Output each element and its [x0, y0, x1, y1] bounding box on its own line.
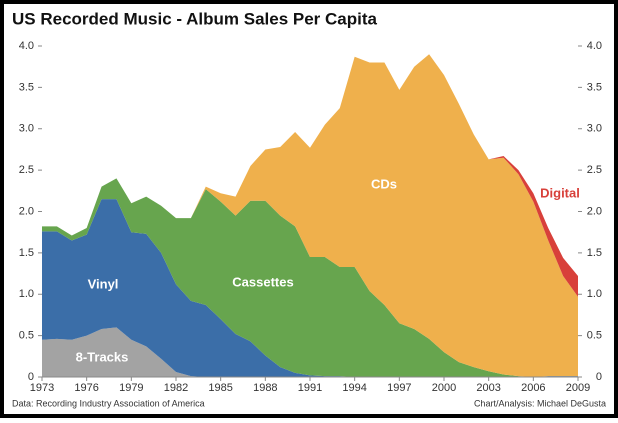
- y2-tick-label: 3.5: [587, 81, 602, 93]
- x-tick-label: 2006: [521, 382, 545, 394]
- y2-tick-label: 1.5: [587, 247, 602, 259]
- y-tick-label: 0: [28, 371, 34, 383]
- series-label: 8-Tracks: [76, 349, 129, 364]
- x-tick-label: 2000: [432, 382, 456, 394]
- y2-tick-label: 4.0: [587, 40, 602, 52]
- x-tick-label: 1979: [119, 382, 143, 394]
- x-tick-label: 2003: [476, 382, 500, 394]
- y2-tick-label: 0: [596, 371, 602, 383]
- y-tick-label: 2.5: [19, 164, 34, 176]
- area: [42, 178, 578, 377]
- x-tick-label: 1991: [298, 382, 322, 394]
- x-tick-label: 1976: [74, 382, 98, 394]
- source: Data: Recording Industry Association of …: [12, 398, 205, 408]
- y-tick-label: 3.0: [19, 123, 34, 135]
- x-tick-label: 1988: [253, 382, 277, 394]
- y-tick-label: 1.0: [19, 288, 34, 300]
- chart-title: US Recorded Music - Album Sales Per Capi…: [12, 9, 378, 28]
- series-label: Digital: [540, 185, 580, 200]
- series-label: Cassettes: [232, 274, 293, 289]
- y2-tick-label: 2.5: [587, 164, 602, 176]
- x-tick-label: 1985: [208, 382, 232, 394]
- y2-tick-label: 0.5: [587, 330, 602, 342]
- series-label: Vinyl: [88, 276, 119, 291]
- x-tick-label: 1973: [30, 382, 54, 394]
- y2-tick-label: 2.0: [587, 205, 602, 217]
- x-tick-label: 1997: [387, 382, 411, 394]
- series-label: CDs: [371, 176, 397, 191]
- y-tick-label: 1.5: [19, 247, 34, 259]
- area: [42, 54, 578, 378]
- y2-tick-label: 3.0: [587, 123, 602, 135]
- y2-tick-label: 1.0: [587, 288, 602, 300]
- y-tick-label: 4.0: [19, 40, 34, 52]
- x-tick-label: 1994: [342, 382, 366, 394]
- credit: Chart/Analysis: Michael DeGusta: [474, 398, 606, 408]
- area: [42, 199, 578, 377]
- y-tick-label: 3.5: [19, 81, 34, 93]
- x-tick-label: 1982: [164, 382, 188, 394]
- y-tick-label: 0.5: [19, 330, 34, 342]
- y-tick-label: 2.0: [19, 205, 34, 217]
- area: [42, 327, 578, 377]
- x-tick-label: 2009: [566, 382, 590, 394]
